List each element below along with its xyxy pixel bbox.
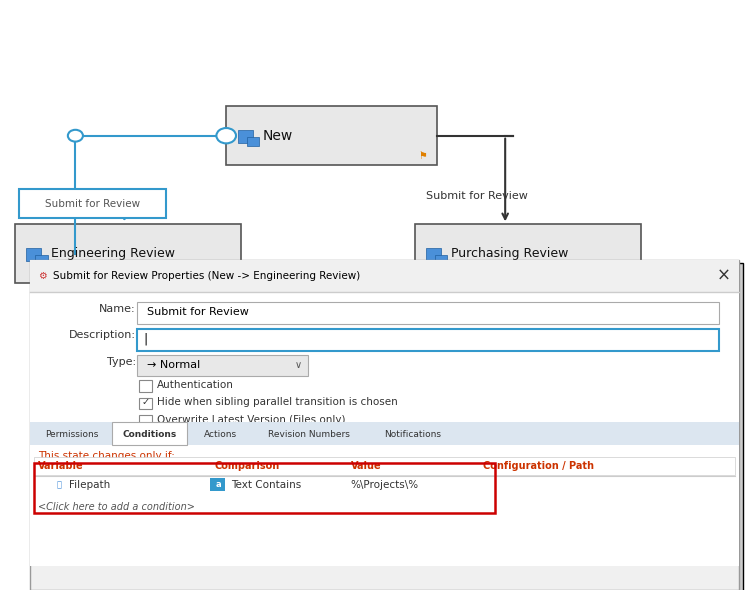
FancyBboxPatch shape xyxy=(34,422,109,445)
FancyBboxPatch shape xyxy=(26,248,41,261)
FancyBboxPatch shape xyxy=(137,302,719,324)
Text: Submit for Review: Submit for Review xyxy=(44,199,140,208)
Text: ⚑: ⚑ xyxy=(418,151,428,161)
FancyBboxPatch shape xyxy=(415,224,641,283)
Text: Hide when sibling parallel transition is chosen: Hide when sibling parallel transition is… xyxy=(157,398,397,407)
FancyBboxPatch shape xyxy=(15,224,241,283)
FancyBboxPatch shape xyxy=(139,415,152,427)
FancyBboxPatch shape xyxy=(34,457,735,475)
Circle shape xyxy=(216,128,236,143)
FancyBboxPatch shape xyxy=(139,398,152,409)
Text: Variable: Variable xyxy=(38,461,84,471)
FancyBboxPatch shape xyxy=(238,130,253,143)
Text: Engineering Review: Engineering Review xyxy=(51,247,175,260)
Text: Submit for Review: Submit for Review xyxy=(147,307,249,317)
FancyBboxPatch shape xyxy=(139,380,152,392)
FancyBboxPatch shape xyxy=(30,292,739,566)
Text: Submit for Review Properties (New -> Engineering Review): Submit for Review Properties (New -> Eng… xyxy=(53,271,360,280)
Text: Permissions: Permissions xyxy=(45,430,98,439)
FancyBboxPatch shape xyxy=(0,0,754,330)
FancyBboxPatch shape xyxy=(210,478,225,491)
Text: New: New xyxy=(262,129,293,143)
Text: ⚙: ⚙ xyxy=(38,271,47,280)
Text: Authentication: Authentication xyxy=(157,380,234,389)
Text: Submit for Review: Submit for Review xyxy=(426,191,528,201)
Text: ×: × xyxy=(717,267,731,284)
Text: Actions: Actions xyxy=(204,430,237,439)
Text: Text Contains: Text Contains xyxy=(231,480,302,490)
FancyBboxPatch shape xyxy=(34,476,735,496)
Text: 🔗: 🔗 xyxy=(57,480,62,490)
FancyBboxPatch shape xyxy=(426,248,441,261)
Text: Description:: Description: xyxy=(69,330,136,340)
FancyBboxPatch shape xyxy=(30,260,739,292)
Text: %\Projects\%: %\Projects\% xyxy=(351,480,418,490)
Text: Value: Value xyxy=(351,461,382,471)
Text: Comparison: Comparison xyxy=(215,461,280,471)
FancyBboxPatch shape xyxy=(137,355,308,376)
FancyBboxPatch shape xyxy=(30,422,739,445)
FancyBboxPatch shape xyxy=(247,137,259,146)
FancyBboxPatch shape xyxy=(189,422,252,445)
Text: Filepath: Filepath xyxy=(69,480,111,490)
FancyBboxPatch shape xyxy=(112,422,187,445)
Text: Revision Numbers: Revision Numbers xyxy=(268,430,350,439)
Circle shape xyxy=(68,195,83,206)
Text: Name:: Name: xyxy=(99,304,136,314)
Text: <Click here to add a condition>: <Click here to add a condition> xyxy=(38,503,195,512)
FancyBboxPatch shape xyxy=(30,260,739,590)
FancyBboxPatch shape xyxy=(137,329,719,351)
FancyBboxPatch shape xyxy=(226,106,437,165)
Text: Purchasing Review: Purchasing Review xyxy=(451,247,569,260)
FancyBboxPatch shape xyxy=(254,422,363,445)
FancyBboxPatch shape xyxy=(19,189,166,218)
Text: Type:: Type: xyxy=(106,357,136,367)
FancyBboxPatch shape xyxy=(435,255,447,264)
Text: a: a xyxy=(216,480,222,490)
Text: Notifications: Notifications xyxy=(385,430,441,439)
Text: Conditions: Conditions xyxy=(122,430,176,439)
FancyBboxPatch shape xyxy=(366,422,460,445)
Text: ✓: ✓ xyxy=(141,398,149,407)
Text: Configuration / Path: Configuration / Path xyxy=(483,461,593,471)
Text: |: | xyxy=(143,332,148,345)
Circle shape xyxy=(68,130,83,142)
Text: ∨: ∨ xyxy=(295,360,302,369)
FancyBboxPatch shape xyxy=(35,255,48,264)
Text: Overwrite Latest Version (Files only): Overwrite Latest Version (Files only) xyxy=(157,415,345,425)
Text: → Normal: → Normal xyxy=(147,360,201,369)
FancyBboxPatch shape xyxy=(34,263,743,590)
Text: This state changes only if:: This state changes only if: xyxy=(38,451,175,461)
